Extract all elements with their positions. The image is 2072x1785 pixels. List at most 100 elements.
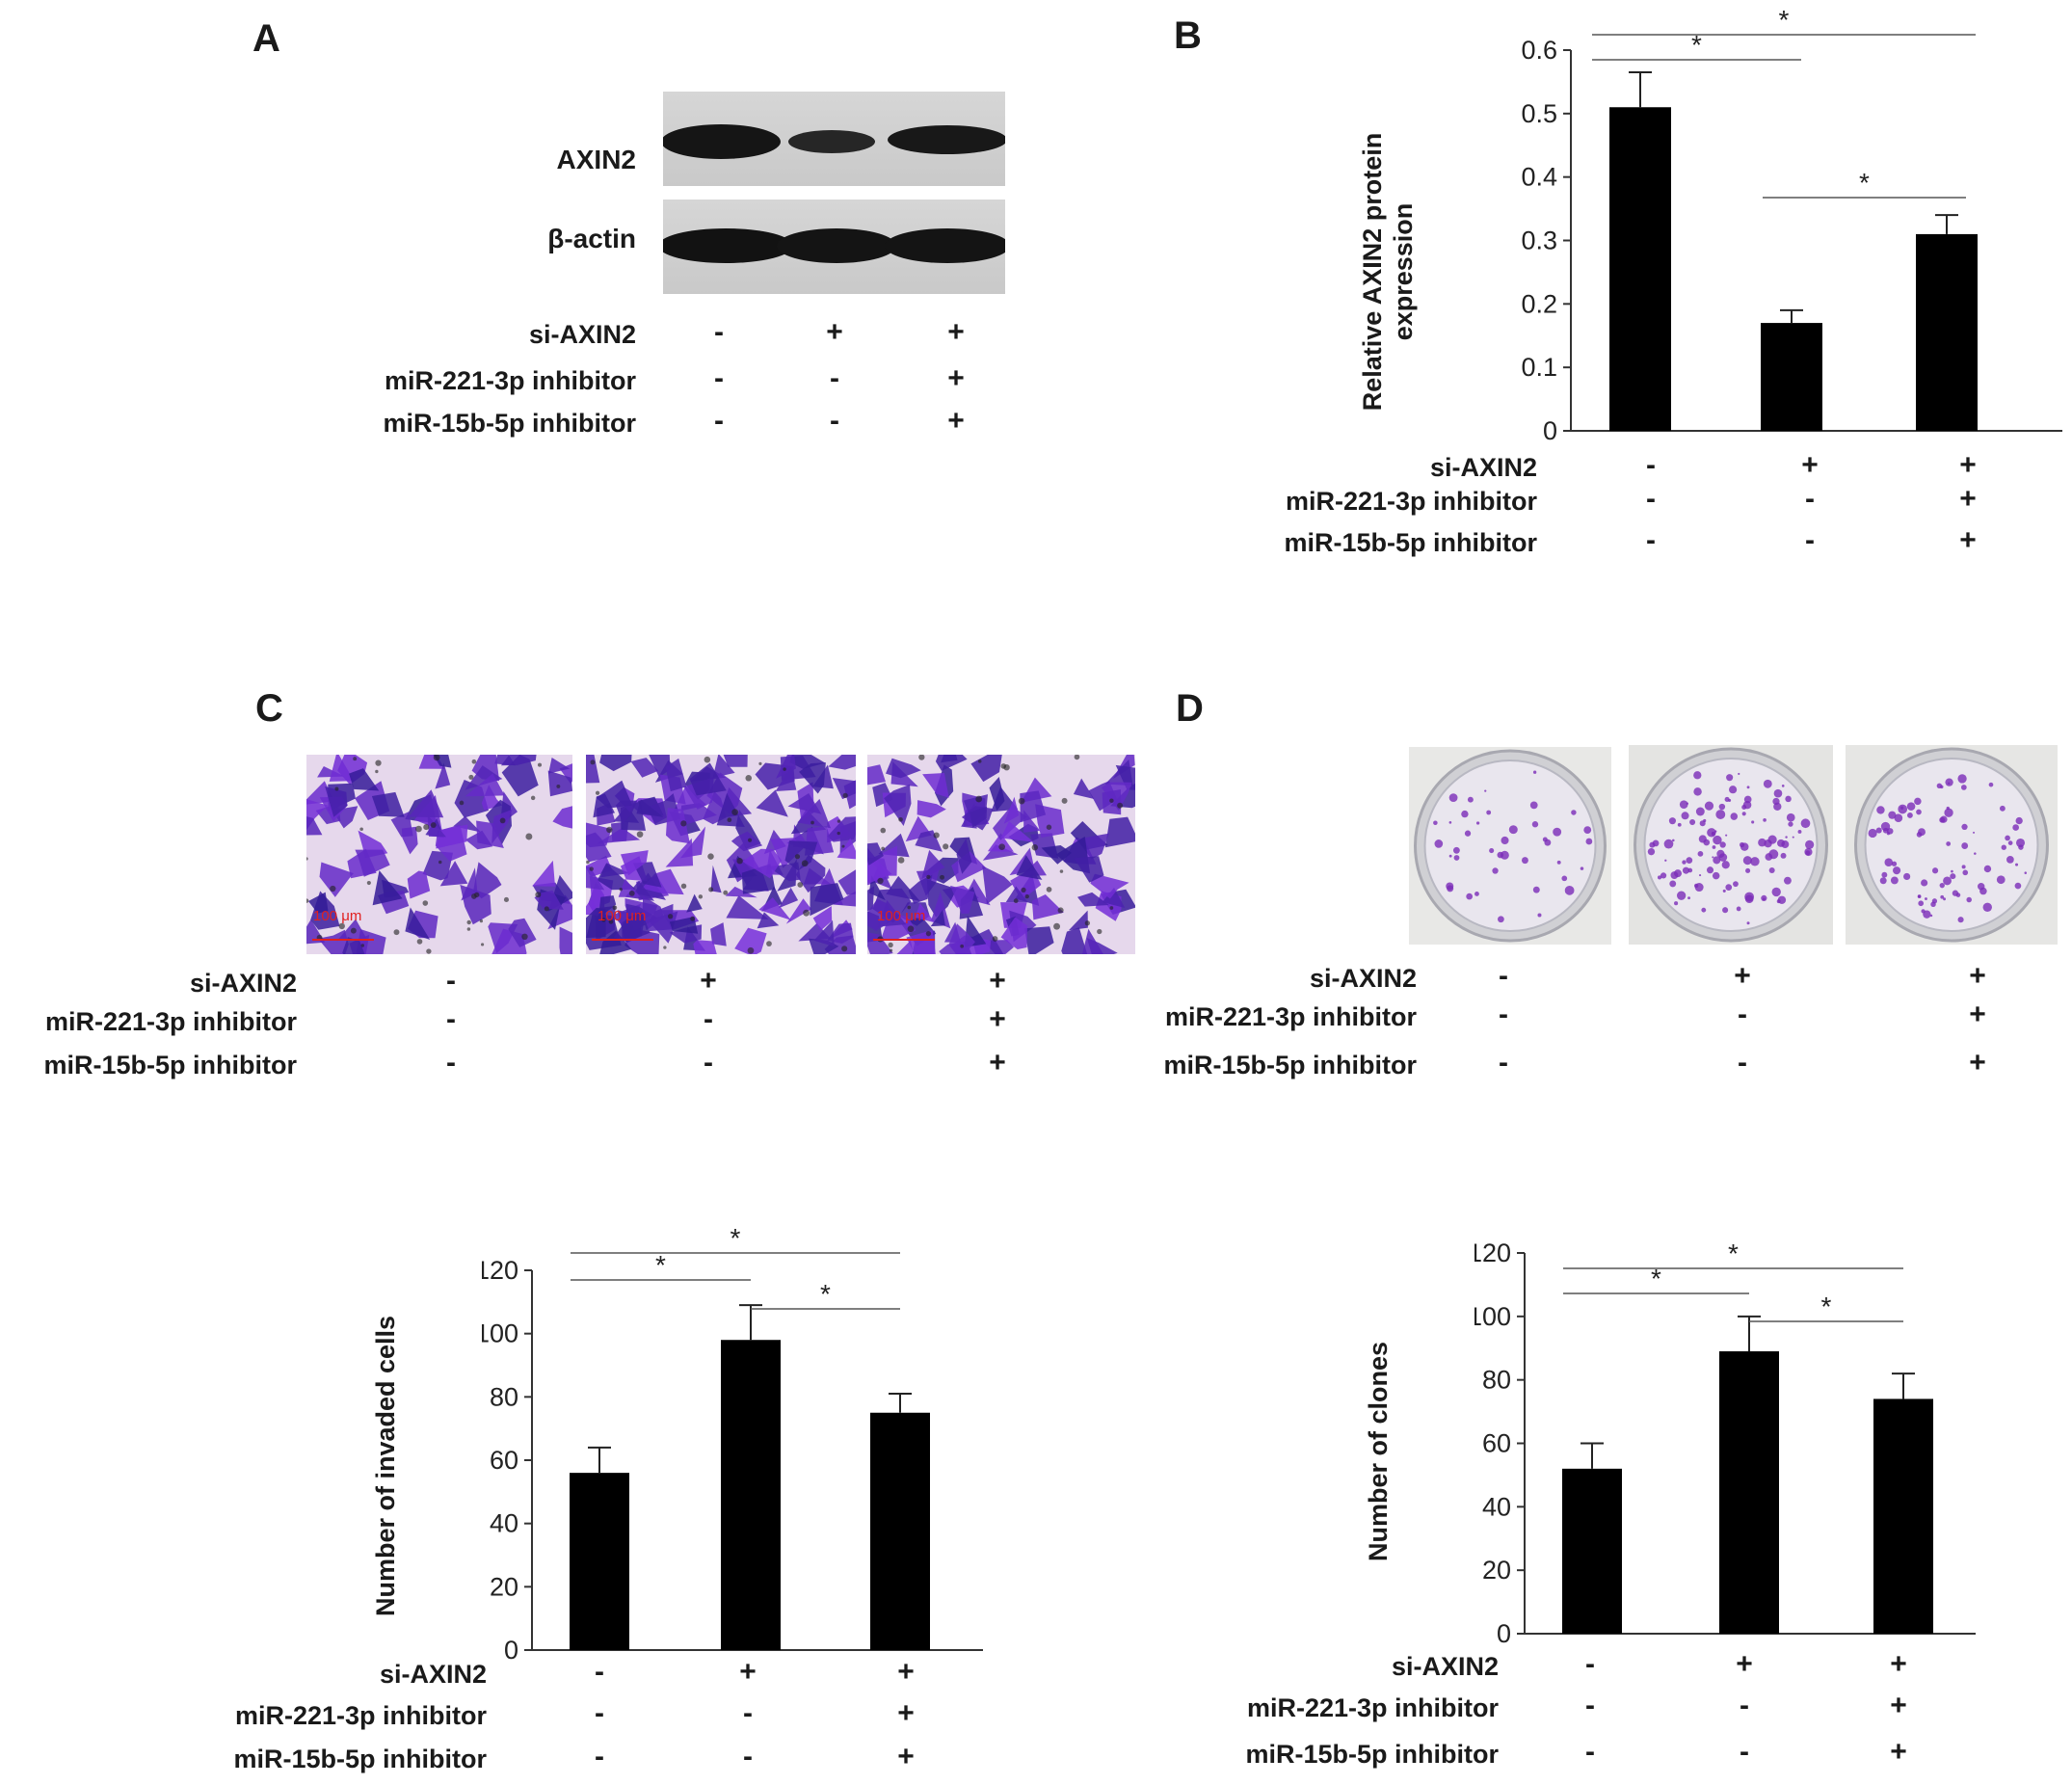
y-tick-label: 60 <box>490 1446 518 1475</box>
pore-dot <box>1074 755 1080 760</box>
colony <box>1950 873 1956 880</box>
plus-sign: + <box>1801 449 1819 481</box>
minus-sign: - <box>1499 960 1508 992</box>
stained-cell <box>1068 910 1088 931</box>
colony <box>1466 892 1473 900</box>
stained-cell <box>723 755 748 767</box>
colony <box>1800 818 1811 829</box>
stained-cell <box>867 764 886 786</box>
colony <box>1921 909 1926 914</box>
significance-star: * <box>1779 5 1790 35</box>
stained-cell <box>915 830 943 852</box>
colony <box>1907 813 1913 818</box>
condition-label: si-AXIN2 <box>189 969 297 998</box>
stained-cell <box>465 765 503 790</box>
y-tick-label: 0.3 <box>1521 226 1557 255</box>
invasion-image-3 <box>867 755 1135 954</box>
pore-dot <box>470 893 477 899</box>
plus-sign: + <box>739 1656 757 1688</box>
pore-dot <box>801 860 809 867</box>
colony <box>1890 876 1899 885</box>
stained-cell <box>1074 856 1104 883</box>
pore-dot <box>619 888 623 892</box>
stained-cell <box>799 762 826 794</box>
stained-cell <box>789 755 826 769</box>
colony <box>1474 892 1479 896</box>
panel-letter-a: A <box>252 17 280 60</box>
stained-cell <box>884 784 912 826</box>
pore-dot <box>881 846 885 851</box>
pore-dot <box>350 927 357 934</box>
pore-dot <box>636 831 644 838</box>
stained-cell <box>1090 873 1129 899</box>
colony <box>1939 882 1945 889</box>
colony <box>1925 897 1927 901</box>
minus-sign: - <box>1740 1690 1749 1721</box>
pore-dot <box>1031 844 1039 851</box>
stained-cell <box>950 885 975 914</box>
colony <box>1713 856 1721 865</box>
pore-dot <box>889 948 893 952</box>
pore-dot <box>1057 907 1064 914</box>
stained-cell <box>491 809 513 844</box>
colony <box>1988 782 1994 787</box>
y-tick-label: 20 <box>490 1572 518 1601</box>
minus-sign: - <box>1646 483 1656 515</box>
colony <box>1936 783 1943 789</box>
colony <box>2007 840 2013 845</box>
stained-cell <box>756 789 788 817</box>
minus-sign: - <box>595 1697 604 1729</box>
colony <box>1973 831 1976 834</box>
colony <box>1521 857 1528 865</box>
chart-c-ylabel-container: Number of invaded cells <box>347 1301 424 1629</box>
stained-cell <box>465 830 493 850</box>
significance-star: * <box>731 1223 741 1253</box>
colony <box>1881 871 1888 878</box>
pore-dot <box>353 757 358 761</box>
y-tick-label: 40 <box>490 1509 518 1538</box>
colony <box>1962 869 1969 876</box>
pore-dot <box>556 784 561 788</box>
colony <box>2006 855 2014 864</box>
pore-dot <box>479 919 484 923</box>
colony <box>1668 817 1676 825</box>
colony <box>1448 821 1452 824</box>
stained-cell <box>632 862 662 888</box>
colony <box>1529 801 1538 810</box>
pore-dot <box>704 756 711 763</box>
pore-dot <box>975 795 983 803</box>
stained-cell <box>710 922 727 946</box>
colony <box>1886 832 1891 836</box>
scale-bar-label-2: 100 μm <box>598 908 647 924</box>
colony <box>1689 819 1696 826</box>
stained-cell <box>586 866 605 891</box>
stained-cell <box>600 863 630 878</box>
colony <box>1974 852 1977 855</box>
stained-cell <box>689 762 727 796</box>
significance-star: * <box>1651 1264 1661 1293</box>
minus-sign: - <box>1585 1690 1595 1721</box>
plus-sign: + <box>947 405 965 437</box>
pore-dot <box>907 925 915 933</box>
stained-cell <box>686 893 703 913</box>
pore-dot <box>898 816 903 822</box>
stained-cell <box>465 773 505 797</box>
stained-cell <box>827 816 856 842</box>
pore-dot <box>430 822 437 828</box>
colony <box>1763 818 1767 822</box>
condition-label: miR-15b-5p inhibitor <box>233 1745 488 1773</box>
colony <box>1677 822 1682 827</box>
stained-cell <box>812 906 833 931</box>
stained-cell <box>548 758 571 774</box>
stained-cell <box>869 845 898 876</box>
chart-b: 0 0.1 0.2 0.3 0.4 0.5 0.6 * * * <box>1521 5 2062 445</box>
scale-bar-label-3: 100 μm <box>877 908 926 924</box>
stained-cell <box>666 808 690 844</box>
stained-cell <box>797 798 831 829</box>
colony <box>1894 813 1903 822</box>
colony <box>1882 827 1889 834</box>
colony <box>1726 774 1734 782</box>
colony <box>1583 826 1592 835</box>
pore-dot <box>433 755 440 761</box>
colony <box>1564 885 1575 895</box>
